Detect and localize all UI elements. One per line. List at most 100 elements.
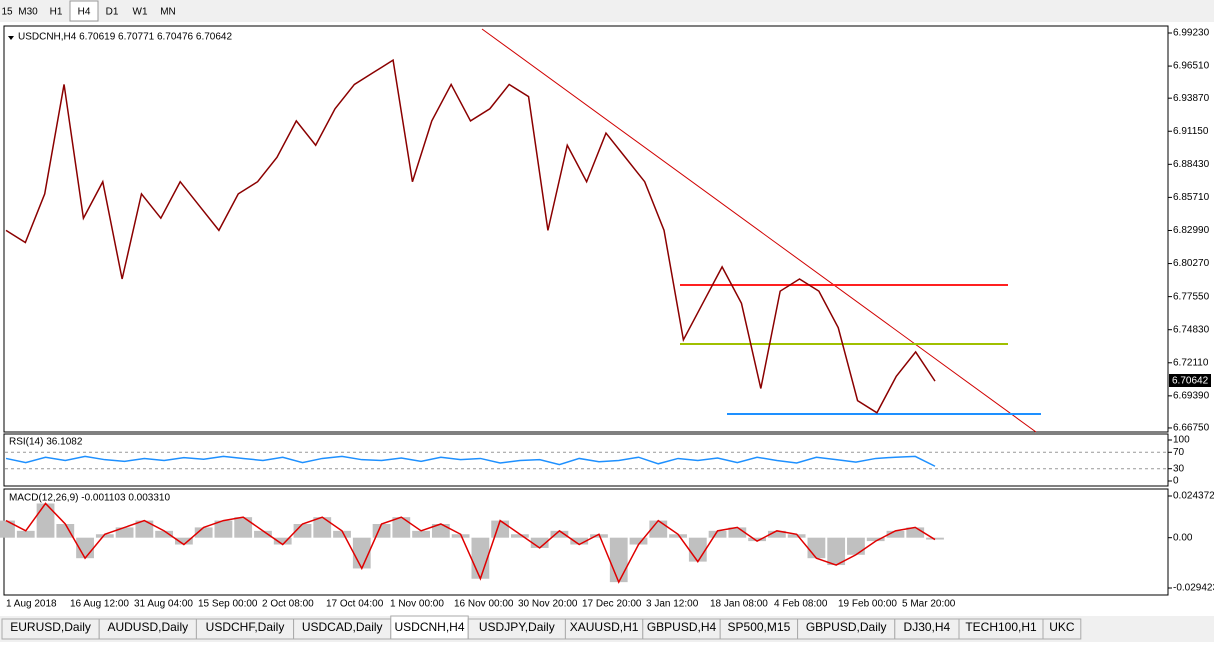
date-label: 17 Dec 20:00	[582, 599, 642, 610]
date-label: 2 Oct 08:00	[262, 599, 314, 610]
chart-header: USDCNH,H4 6.70619 6.70771 6.70476 6.7064…	[18, 32, 232, 43]
macd-bar	[669, 534, 687, 538]
macd-bar	[827, 537, 846, 566]
macd-bar	[372, 523, 391, 538]
price-tick-label: 6.80270	[1173, 258, 1210, 269]
tab-label[interactable]: USDCHF,Daily	[206, 620, 285, 634]
macd-bar	[273, 537, 292, 545]
tab[interactable]	[1042, 618, 1082, 640]
macd-bar	[412, 530, 430, 538]
timeframe-button[interactable]: 15	[1, 7, 13, 18]
trend-line	[481, 28, 1037, 433]
last-price: 6.70642	[1172, 376, 1209, 387]
macd-signal	[5, 502, 936, 584]
tab-label[interactable]: GBPUSD,Daily	[806, 620, 887, 634]
macd-bar	[748, 537, 767, 542]
macd-bar	[787, 534, 806, 538]
date-label: 4 Feb 08:00	[774, 599, 828, 610]
date-label: 16 Aug 12:00	[70, 599, 129, 610]
macd-bar	[728, 527, 747, 538]
macd-bar	[95, 534, 114, 538]
price-tick-label: 30	[1173, 463, 1185, 474]
rsi-label: RSI(14) 36.1082	[9, 437, 83, 448]
macd-bar	[155, 530, 174, 538]
tab-label[interactable]: USDCAD,Daily	[302, 620, 383, 634]
macd-bar	[906, 527, 925, 538]
macd-bar	[629, 537, 648, 545]
price-tick-label: 6.69390	[1173, 390, 1210, 401]
tab-label[interactable]: SP500,M15	[728, 620, 791, 634]
tab-label[interactable]: UKC	[1049, 620, 1075, 634]
price-tick-label: 100	[1173, 435, 1190, 446]
price-line	[5, 58, 936, 414]
macd-bar	[807, 537, 826, 559]
macd-bar	[392, 517, 411, 538]
tab-label[interactable]: XAUUSD,H1	[570, 620, 639, 634]
price-tick-label: 6.93870	[1173, 93, 1210, 104]
macd-bar	[866, 537, 885, 542]
price-tick-label: 6.74830	[1173, 324, 1210, 335]
price-tick-label: 6.99230	[1173, 28, 1210, 39]
macd-bar	[293, 523, 312, 538]
date-label: 3 Jan 12:00	[646, 599, 699, 610]
macd-bar	[767, 530, 786, 538]
tab-label[interactable]: AUDUSD,Daily	[107, 620, 188, 634]
tab-label[interactable]: GBPUSD,H4	[647, 620, 717, 634]
timeframe-button[interactable]: W1	[133, 7, 148, 18]
macd-label: MACD(12,26,9) -0.001103 0.003310	[9, 493, 170, 504]
date-label: 1 Nov 00:00	[390, 599, 444, 610]
main-panel	[3, 25, 1169, 433]
price-tick-label: 6.82990	[1173, 225, 1210, 236]
price-tick-label: 6.85710	[1173, 192, 1210, 203]
macd-bar	[886, 530, 905, 538]
macd-bar	[926, 537, 944, 540]
macd-bar	[708, 530, 727, 538]
date-label: 18 Jan 08:00	[710, 599, 768, 610]
timeframe-button[interactable]: H1	[50, 7, 63, 18]
macd-bar	[16, 530, 35, 538]
macd-bar	[0, 520, 15, 538]
price-tick-label: 6.77550	[1173, 291, 1210, 302]
date-label: 16 Nov 00:00	[454, 599, 514, 610]
macd-bar	[609, 537, 628, 583]
macd-bar	[194, 527, 213, 538]
macd-bar	[570, 537, 589, 545]
macd-bar	[254, 530, 272, 538]
tab-label[interactable]: TECH100,H1	[965, 620, 1037, 634]
timeframe-button[interactable]: M30	[18, 7, 38, 18]
price-tick-label: 6.66750	[1173, 423, 1210, 434]
date-label: 31 Aug 04:00	[134, 599, 193, 610]
macd-bar	[135, 520, 154, 538]
tab-label[interactable]: EURUSD,Daily	[10, 620, 91, 634]
price-tick-label: 0.00	[1173, 532, 1193, 543]
macd-bar	[214, 520, 233, 538]
macd-bar	[491, 520, 510, 538]
price-tick-label: 0	[1173, 476, 1179, 487]
tab-label[interactable]: USDJPY,Daily	[479, 620, 555, 634]
date-label: 19 Feb 00:00	[838, 599, 897, 610]
macd-bar	[56, 523, 75, 538]
date-label: 15 Sep 00:00	[198, 599, 258, 610]
macd-bar	[174, 537, 193, 545]
tab-label[interactable]: DJ30,H4	[904, 620, 951, 634]
macd-bar	[333, 530, 351, 538]
tab-label[interactable]: USDCNH,H4	[394, 620, 464, 634]
macd-bar	[511, 534, 529, 538]
macd-bar	[36, 503, 55, 538]
macd-bar	[550, 530, 569, 538]
price-tick-label: -0.029423	[1173, 583, 1214, 594]
macd-bar	[847, 537, 865, 555]
price-tag	[1169, 374, 1211, 387]
price-tick-label: 0.024372	[1173, 491, 1214, 502]
macd-bar	[530, 537, 549, 548]
timeframe-button[interactable]: MN	[160, 7, 176, 18]
macd-bar	[688, 537, 707, 562]
macd-bar	[431, 523, 450, 538]
date-label: 1 Aug 2018	[6, 599, 57, 610]
active-timeframe	[69, 0, 99, 22]
macd-bar	[115, 527, 134, 538]
menu-arrow	[8, 36, 14, 40]
timeframe-button[interactable]: H4	[78, 7, 91, 18]
timeframe-button[interactable]: D1	[106, 7, 119, 18]
